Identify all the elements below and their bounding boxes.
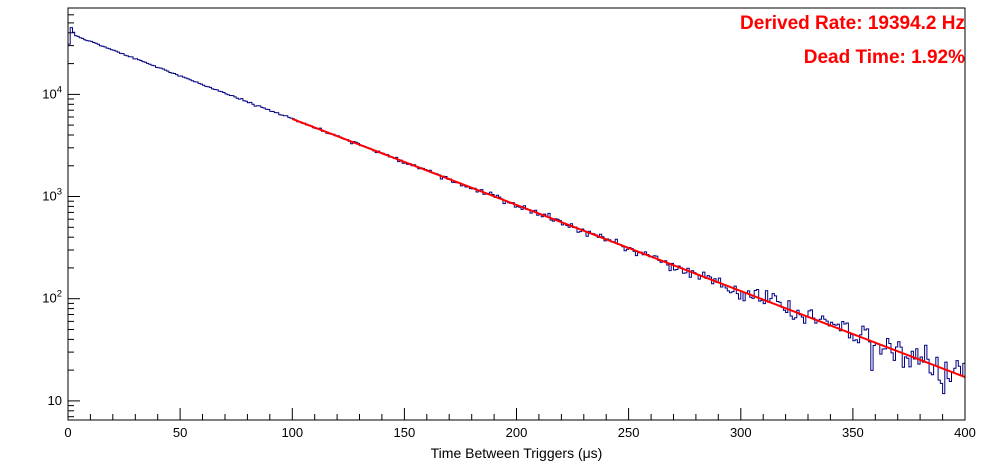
x-axis-tick-label: 50 — [173, 425, 187, 440]
derived-rate-annotation: Derived Rate: 19394.2 Hz — [740, 13, 965, 34]
x-axis-tick-label: 200 — [506, 425, 528, 440]
x-axis-tick-label: 150 — [394, 425, 416, 440]
x-axis-tick-label: 350 — [842, 425, 864, 440]
x-axis-tick-label: 400 — [954, 425, 976, 440]
dead-time-annotation: Dead Time: 1.92% — [803, 47, 965, 68]
x-axis-title: Time Between Triggers (μs) — [430, 445, 603, 461]
x-axis-tick-label: 250 — [618, 425, 640, 440]
y-axis-tick-label: 104 — [42, 84, 62, 101]
y-axis-tick-label: 103 — [42, 187, 62, 204]
y-axis-tick-label: 102 — [42, 289, 62, 306]
plot-frame — [67, 7, 966, 421]
y-axis-tick-label: 10 — [48, 393, 62, 408]
x-axis-tick-label: 100 — [281, 425, 303, 440]
x-axis-tick-label: 0 — [64, 425, 71, 440]
histogram-series — [68, 27, 965, 395]
fit-line — [291, 117, 966, 379]
x-axis-tick-label: 300 — [730, 425, 752, 440]
